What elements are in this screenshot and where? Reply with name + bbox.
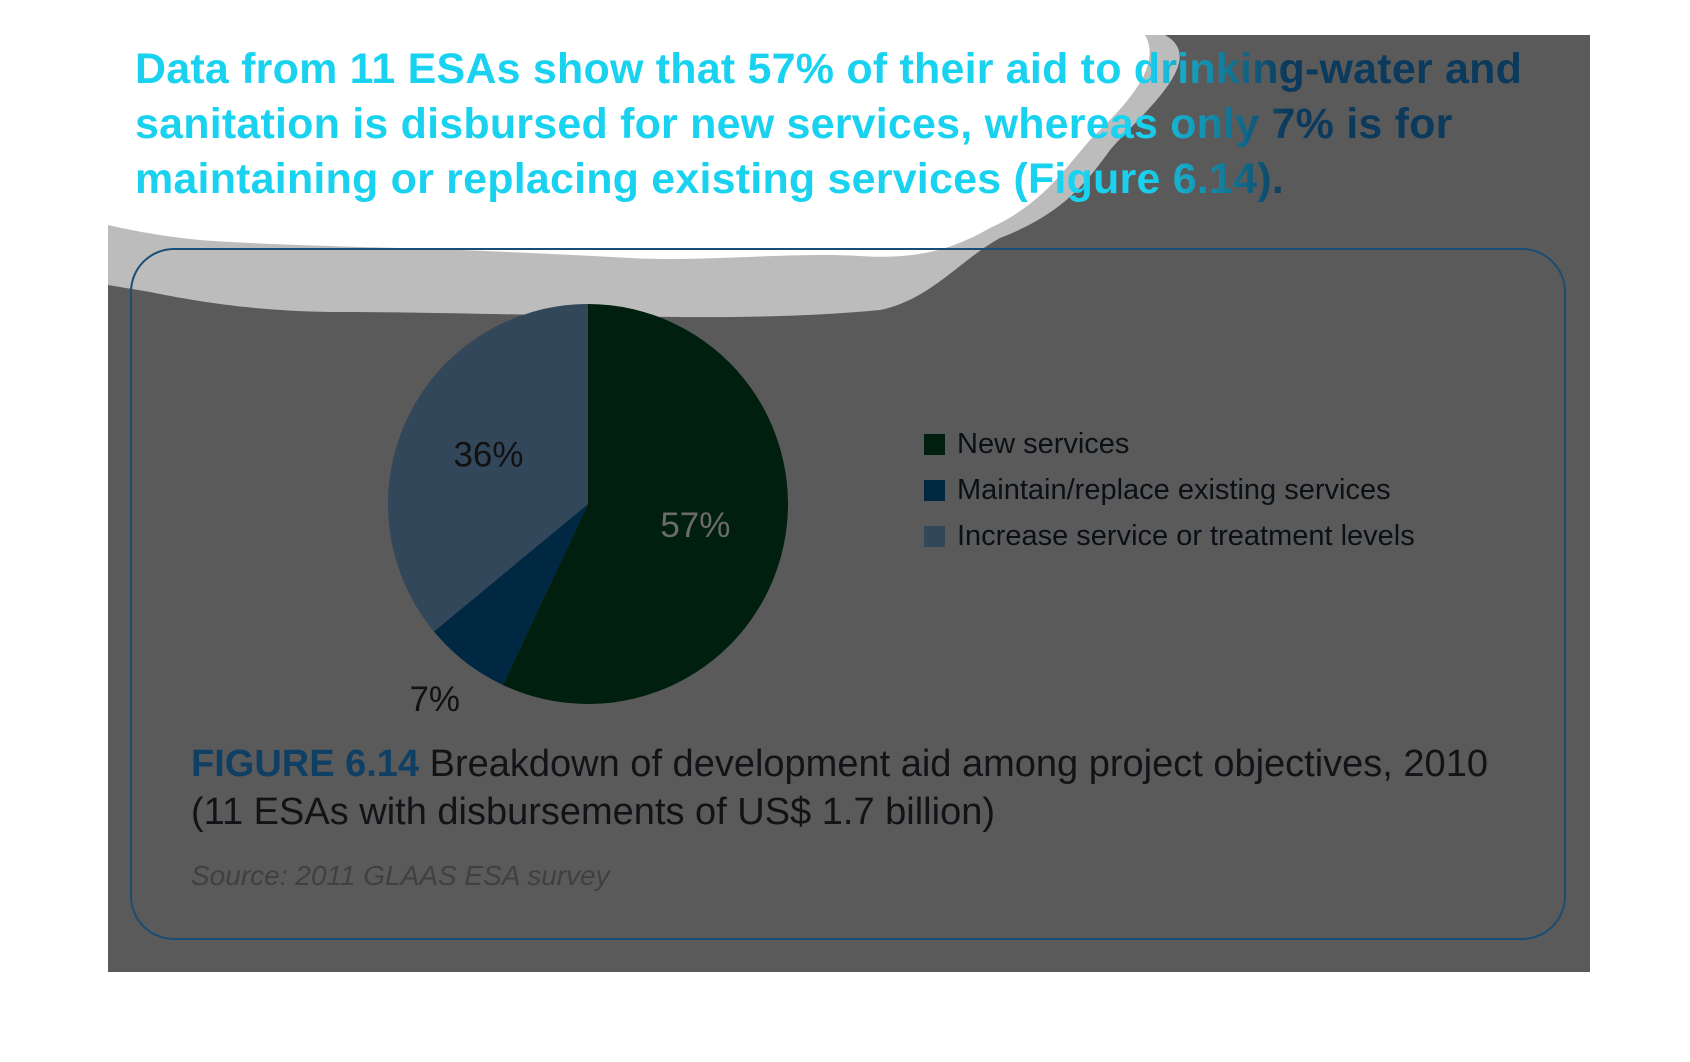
legend-label-new-services: New services [957,427,1130,460]
legend-item-new-services: New services [924,421,1415,467]
pie-slice-maintain-replace [433,504,588,685]
pie-slice-new-services [502,304,789,704]
pie-label-increase-service: 36% [453,435,523,474]
figure-number: FIGURE 6.14 [191,743,420,785]
figure-caption: FIGURE 6.14 Breakdown of development aid… [191,740,1491,836]
legend-label-increase-service: Increase service or treatment levels [957,519,1415,552]
pie-slice-increase-service [388,304,588,632]
figure-caption-text: Breakdown of development aid among proje… [191,743,1488,833]
legend-item-increase-service: Increase service or treatment levels [924,513,1415,559]
pie-labels: 57% 7% 36% [409,435,730,718]
chart-legend: New services Maintain/replace existing s… [924,421,1415,559]
legend-item-maintain-replace: Maintain/replace existing services [924,467,1415,513]
legend-swatch-maintain-replace [924,479,945,501]
figure-frame [130,248,1566,940]
pie-slices [388,304,789,704]
legend-label-maintain-replace: Maintain/replace existing services [957,473,1391,506]
legend-swatch-increase-service [924,525,945,547]
pie-label-maintain-replace: 7% [409,680,460,719]
pie-label-new-services: 57% [660,506,730,545]
legend-swatch-new-services [924,433,945,455]
headline-text: Data from 11 ESAs show that 57% of their… [135,42,1575,207]
figure-source: Source: 2011 GLAAS ESA survey [191,860,610,891]
